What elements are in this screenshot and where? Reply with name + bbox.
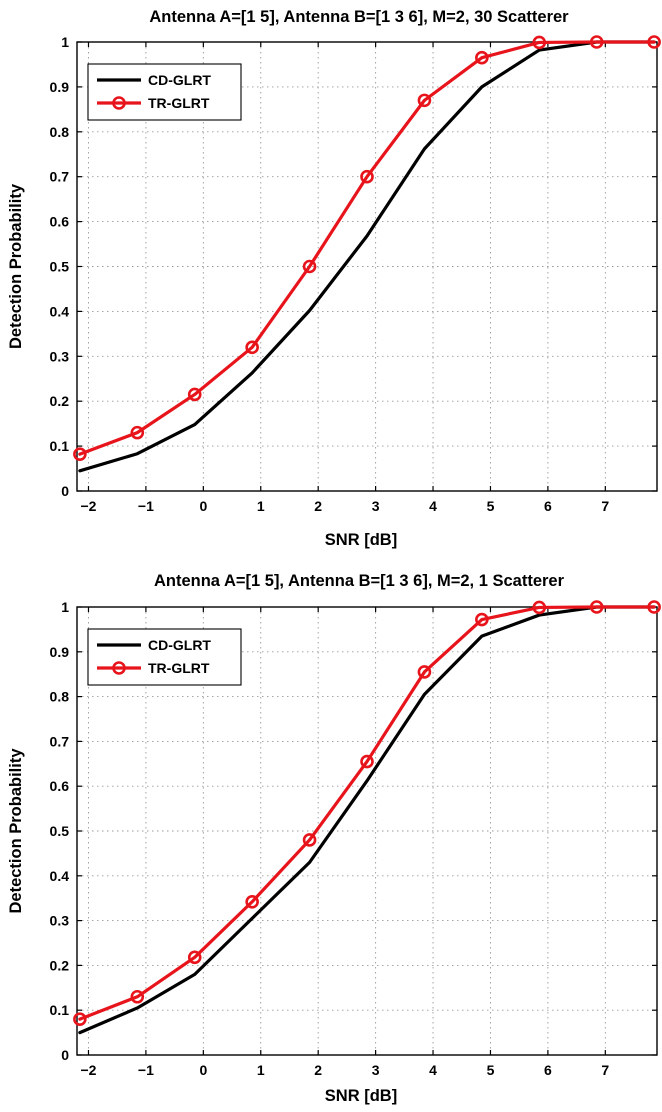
series-line-cd-glrt (78, 605, 656, 1035)
y-tick-label: 0.2 (50, 957, 70, 973)
legend: CD-GLRT TR-GLRT (87, 628, 242, 686)
data-point-tr-glrt (360, 169, 374, 184)
data-point-tr-glrt (187, 950, 202, 965)
data-point-tr-glrt (647, 35, 661, 49)
data-point-tr-glrt (73, 447, 87, 461)
y-tick-label: 0.4 (50, 868, 70, 884)
x-tick-label: 3 (372, 498, 380, 514)
data-point-tr-glrt (245, 894, 259, 909)
y-tick-label: 0.3 (50, 913, 70, 929)
x-tick-label: 5 (487, 1062, 495, 1078)
y-tick-label: 0 (61, 1047, 69, 1063)
legend-label: CD-GLRT (148, 72, 211, 88)
y-tick-label: 0.6 (50, 214, 70, 230)
y-tick-label: 0 (61, 483, 69, 499)
x-tick-label: −1 (138, 498, 154, 514)
legend-box (87, 63, 242, 121)
x-tick-label: 0 (199, 498, 207, 514)
y-tick-label: 0.3 (50, 348, 70, 364)
legend-box (87, 628, 242, 686)
x-tick-label: 0 (199, 1062, 207, 1078)
x-tick-label: 1 (257, 498, 265, 514)
legend: CD-GLRT TR-GLRT (87, 63, 242, 121)
x-tick-label: 6 (544, 498, 552, 514)
data-point-tr-glrt (532, 600, 547, 615)
legend-label: TR-GLRT (148, 660, 210, 676)
x-tick-label: 6 (544, 1062, 552, 1078)
data-point-tr-glrt (417, 665, 432, 679)
legend-marker (112, 661, 126, 675)
data-point-tr-glrt (245, 340, 259, 355)
y-tick-label: 0.1 (50, 438, 70, 454)
x-tick-label: −1 (138, 1062, 154, 1078)
y-tick-label: 0.6 (50, 778, 70, 794)
y-tick-label: 1 (61, 599, 69, 615)
x-tick-label: 4 (429, 1062, 437, 1078)
legend-marker (112, 96, 126, 110)
x-tick-label: 3 (372, 1062, 380, 1078)
data-point-tr-glrt (302, 833, 317, 847)
x-tick-label: −2 (81, 498, 97, 514)
x-tick-label: 2 (314, 1062, 322, 1078)
x-axis-label: SNR [dB] (325, 531, 397, 549)
chart-title: Antenna A=[1 5], Antenna B=[1 3 6], M=2,… (154, 572, 565, 590)
y-tick-label: 0.7 (50, 733, 70, 749)
x-tick-label: 4 (429, 498, 437, 514)
data-point-tr-glrt (130, 425, 145, 440)
y-axis-label: Detection Probability (7, 183, 25, 349)
x-tick-label: 7 (601, 498, 609, 514)
chart-1: −2 −1 0 1 2 3 4 5 6 7 0 0.1 0.2 0.3 0.4 0.5 0.6 0.7 0.8 0.9… (7, 8, 661, 549)
x-axis-label: SNR [dB] (325, 1087, 397, 1105)
y-tick-label: 0.5 (50, 823, 70, 839)
data-point-tr-glrt (187, 387, 202, 402)
y-tick-label: 0.8 (50, 689, 70, 705)
y-axis-label: Detection Probability (7, 748, 25, 914)
y-tick-label: 0.7 (50, 169, 70, 185)
series-line-cd-glrt (78, 40, 656, 473)
data-point-tr-glrt (302, 259, 317, 274)
data-point-tr-glrt (360, 754, 374, 769)
series-line-tr-glrt (78, 40, 656, 456)
x-tick-label: 1 (257, 1062, 265, 1078)
data-point-tr-glrt (73, 1012, 87, 1026)
data-point-tr-glrt (130, 989, 145, 1004)
data-point-tr-glrt (589, 35, 604, 49)
chart-title: Antenna A=[1 5], Antenna B=[1 3 6], M=2,… (149, 8, 569, 26)
y-tick-label: 0.9 (50, 79, 70, 95)
x-tick-label: 5 (487, 498, 495, 514)
y-tick-label: 1 (61, 34, 69, 50)
data-point-tr-glrt (417, 93, 432, 108)
data-point-tr-glrt (647, 600, 661, 614)
y-tick-label: 0.2 (50, 393, 70, 409)
y-tick-label: 0.8 (50, 124, 70, 140)
y-tick-label: 0.9 (50, 644, 70, 660)
data-point-tr-glrt (532, 35, 547, 50)
y-tick-label: 0.4 (50, 303, 70, 319)
data-point-tr-glrt (475, 612, 489, 627)
legend-label: CD-GLRT (148, 637, 211, 653)
series-line-tr-glrt (78, 605, 656, 1021)
y-tick-label: 0.1 (50, 1002, 70, 1018)
data-point-tr-glrt (589, 600, 604, 614)
chart-2: −2 −1 0 1 2 3 4 5 6 7 0 0.1 0.2 0.3 0.4 0.5 0.6 0.7 0.8 0.9… (7, 572, 661, 1105)
data-point-tr-glrt (475, 50, 489, 65)
y-tick-label: 0.5 (50, 259, 70, 275)
legend-label: TR-GLRT (148, 95, 210, 111)
x-tick-label: −2 (81, 1062, 97, 1078)
x-tick-label: 2 (314, 498, 322, 514)
x-tick-label: 7 (601, 1062, 609, 1078)
